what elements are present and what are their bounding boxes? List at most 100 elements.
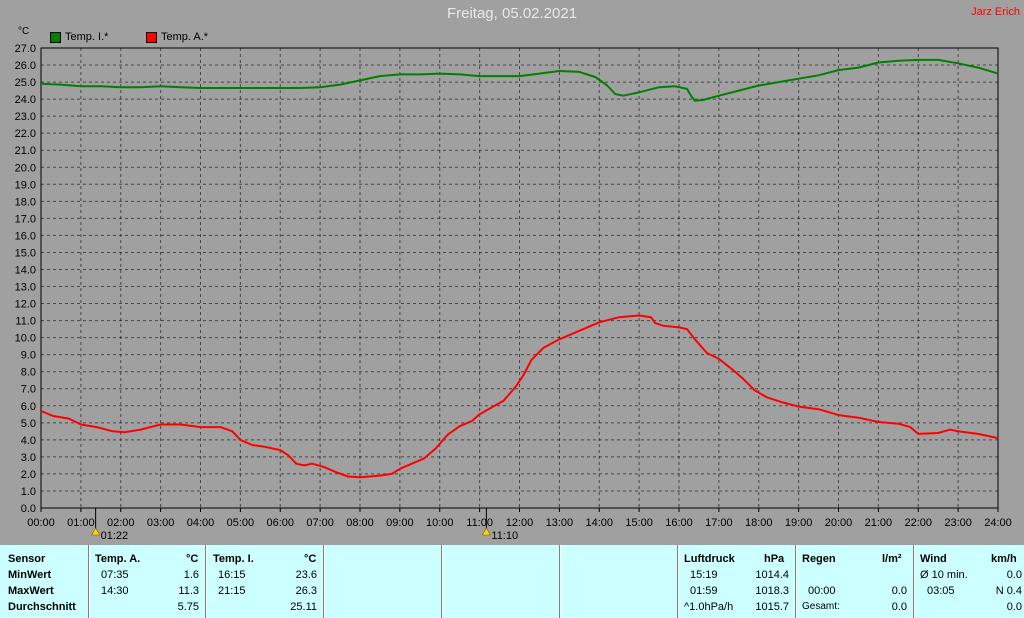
- series-line-temp-a: [40, 314, 999, 479]
- pressure-r1: 1014.4: [755, 569, 789, 581]
- temp-a-unit: °C: [186, 553, 199, 565]
- y-tick-label: 3.0: [21, 452, 36, 464]
- legend-label-temp-i: Temp. I.*: [65, 31, 109, 43]
- author-label: Jarz Erich: [971, 6, 1020, 18]
- pressure-header: Luftdruck: [684, 553, 735, 565]
- row-label-min: MinWert: [8, 569, 52, 581]
- wind-avg-label: Ø 10 min.: [920, 569, 968, 581]
- temp-i-max-time: 21:15: [218, 585, 246, 597]
- x-tick-label: 21:00: [865, 517, 893, 529]
- y-tick-label: 26.0: [15, 60, 36, 72]
- x-tick-label: 23:00: [944, 517, 972, 529]
- pressure-r1-time: 15:19: [690, 569, 718, 581]
- y-tick-label: 20.0: [15, 162, 36, 174]
- y-tick-label: 16.0: [15, 230, 36, 242]
- x-tick-label: 20:00: [825, 517, 853, 529]
- y-tick-label: 27.0: [15, 43, 36, 55]
- chart-title: Freitag, 05.02.2021: [446, 5, 578, 22]
- wind-r2-time: 03:05: [927, 585, 955, 597]
- wind-r3: 0.0: [1006, 601, 1022, 613]
- wind-header: Wind: [920, 553, 947, 565]
- temp-a-avg: 5.75: [177, 601, 199, 613]
- y-tick-label: 22.0: [15, 128, 36, 140]
- x-tick-label: 17:00: [705, 517, 733, 529]
- temp-i-unit: °C: [304, 553, 317, 565]
- x-tick-label: 13:00: [546, 517, 574, 529]
- y-tick-label: 10.0: [15, 333, 36, 345]
- pressure-r2: 1018.3: [755, 585, 789, 597]
- temp-i-min-time: 16:15: [218, 569, 246, 581]
- x-tick-label: 24:00: [984, 517, 1012, 529]
- y-tick-label: 12.0: [15, 299, 36, 311]
- time-marker-label: 01:22: [101, 530, 129, 542]
- legend-swatch-temp-i: [50, 31, 61, 43]
- y-tick-label: 6.0: [21, 401, 36, 413]
- temp-a-max-time: 14:30: [101, 585, 129, 597]
- rain-r2-time: 00:00: [808, 585, 836, 597]
- temp-i-min: 23.6: [295, 569, 317, 581]
- legend-item-temp-a[interactable]: Temp. A.*: [146, 31, 208, 43]
- x-tick-label: 12:00: [506, 517, 534, 529]
- rain-unit: l/m²: [882, 553, 902, 565]
- y-tick-label: 2.0: [21, 469, 36, 481]
- sensor-header: Sensor: [8, 553, 46, 565]
- rain-header: Regen: [802, 553, 836, 565]
- chart-area: 0.0 1.0 2.0 3.0 4.0 5.0 6.0 7.0 8.0 9.0 10.0 11.0 12…: [0, 0, 1024, 545]
- y-tick-label: 8.0: [21, 367, 36, 379]
- time-marker-label: 11:10: [491, 530, 518, 542]
- x-tick-label: 19:00: [785, 517, 813, 529]
- y-tick-label: 4.0: [21, 435, 36, 447]
- y-tick-label: 7.0: [21, 384, 36, 396]
- y-tick-label: 17.0: [15, 213, 36, 225]
- temp-a-min: 1.6: [183, 569, 199, 581]
- x-tick-label: 06:00: [266, 517, 294, 529]
- y-unit-label: °C: [18, 26, 30, 37]
- temperature-chart: 0.0 1.0 2.0 3.0 4.0 5.0 6.0 7.0 8.0 9.0 10.0 11.0 12…: [15, 43, 1012, 542]
- statistics-table: Sensor MinWert MaxWert Durchschnitt Temp…: [0, 545, 1024, 618]
- y-tick-label: 23.0: [15, 111, 36, 123]
- x-tick-label: 02:00: [107, 517, 135, 529]
- row-label-max: MaxWert: [8, 585, 54, 597]
- y-tick-label: 11.0: [15, 316, 36, 328]
- y-tick-label: 18.0: [15, 196, 36, 208]
- plot-frame: [40, 47, 999, 509]
- temp-a-min-time: 07:35: [101, 569, 129, 581]
- y-tick-label: 24.0: [15, 94, 36, 106]
- y-tick-label: 19.0: [15, 179, 36, 191]
- temp-a-header: Temp. A.: [95, 553, 141, 565]
- y-tick-label: 0.0: [21, 503, 36, 515]
- x-tick-label: 05:00: [227, 517, 255, 529]
- x-tick-label: 01:00: [67, 517, 95, 529]
- x-tick-label: 08:00: [346, 517, 374, 529]
- x-tick-label: 10:00: [426, 517, 454, 529]
- x-tick-label: 18:00: [745, 517, 773, 529]
- row-label-avg: Durchschnitt: [8, 601, 76, 613]
- x-tick-label: 09:00: [386, 517, 414, 529]
- y-tick-label: 21.0: [15, 145, 36, 157]
- temp-i-avg: 25.11: [290, 601, 317, 613]
- pressure-r3: 1015.7: [755, 601, 789, 613]
- x-tick-label: 15:00: [625, 517, 653, 529]
- legend-label-temp-a: Temp. A.*: [161, 31, 209, 43]
- wind-unit: km/h: [991, 553, 1017, 565]
- rain-total-label: Gesamt:: [802, 601, 840, 612]
- y-tick-label: 25.0: [15, 77, 36, 89]
- y-tick-label: 1.0: [21, 486, 36, 498]
- x-tick-label: 22:00: [904, 517, 932, 529]
- y-tick-label: 5.0: [21, 418, 36, 430]
- time-marker-icon: [91, 527, 101, 536]
- legend-swatch-temp-a: [146, 31, 157, 43]
- x-tick-label: 16:00: [665, 517, 693, 529]
- legend-item-temp-i[interactable]: Temp. I.*: [50, 31, 108, 43]
- rain-r1: 0.0: [891, 585, 907, 597]
- temp-i-header: Temp. I.: [213, 553, 254, 565]
- y-tick-label: 9.0: [21, 350, 36, 362]
- wind-r2: N 0.4: [995, 585, 1022, 597]
- series-line-temp-i: [40, 58, 999, 102]
- x-tick-label: 00:00: [27, 517, 55, 529]
- pressure-r2-time: 01:59: [690, 585, 718, 597]
- temp-i-max: 26.3: [295, 585, 317, 597]
- x-tick-label: 14:00: [585, 517, 613, 529]
- y-tick-label: 14.0: [15, 264, 36, 276]
- y-tick-label: 15.0: [15, 247, 36, 259]
